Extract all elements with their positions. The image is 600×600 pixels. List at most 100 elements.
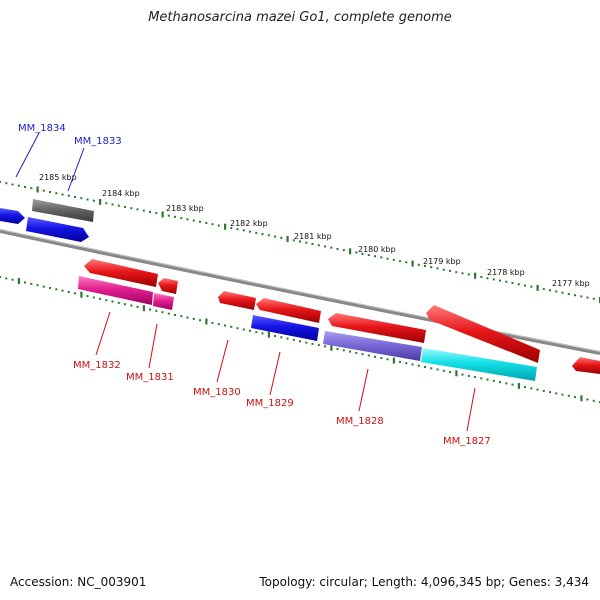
minor-tick	[405, 261, 408, 264]
gene-block[interactable]	[251, 315, 319, 341]
scale-label: 2178 kbp	[487, 268, 525, 277]
major-tick	[411, 260, 414, 267]
minor-tick	[555, 290, 558, 293]
major-tick	[349, 248, 352, 255]
minor-tick	[124, 205, 126, 208]
gene-block[interactable]	[78, 276, 153, 305]
minor-tick	[42, 189, 45, 192]
minor-tick	[186, 218, 189, 221]
gene-arrow-forward[interactable]	[0, 208, 25, 224]
scale-labels: 2185 kbp 2184 kbp 2183 kbp 2182 kbp 2181…	[39, 173, 590, 288]
minor-tick	[292, 239, 295, 242]
minor-tick	[49, 287, 51, 289]
minor-tick	[317, 244, 320, 247]
gene-label-reverse[interactable]: MM_1831	[126, 372, 174, 383]
gene-label-reverse[interactable]: MM_1832	[73, 360, 121, 371]
minor-tick	[436, 368, 439, 371]
minor-tick	[130, 304, 133, 307]
scale-label: 2182 kbp	[230, 219, 268, 228]
minor-tick	[230, 325, 233, 328]
gene-block[interactable]	[323, 331, 422, 361]
gene-block[interactable]	[421, 348, 537, 381]
gene-label-reverse[interactable]: MM_1829	[246, 398, 294, 409]
minor-tick	[286, 337, 289, 340]
minor-tick	[480, 377, 483, 380]
minor-tick	[242, 328, 245, 331]
minor-tick	[49, 191, 51, 193]
minor-tick	[442, 268, 445, 271]
major-tick	[392, 357, 395, 364]
minor-tick	[180, 217, 183, 220]
minor-tick	[261, 233, 264, 236]
minor-tick	[330, 246, 333, 249]
minor-tick	[574, 294, 576, 297]
minor-tick	[580, 295, 583, 298]
minor-tick	[92, 296, 95, 299]
minor-tick	[61, 289, 64, 292]
major-tick	[99, 198, 102, 205]
minor-tick	[561, 393, 564, 396]
minor-tick	[249, 329, 251, 332]
minor-tick	[261, 332, 264, 335]
major-tick	[517, 382, 520, 389]
gene-arrow-reverse[interactable]	[158, 278, 178, 294]
gene-arrow-reverse[interactable]	[572, 357, 600, 374]
minor-tick	[467, 273, 470, 276]
gene-label-forward[interactable]: MM_1834	[18, 123, 66, 134]
forward-gene-labels: MM_1834 MM_1833	[15, 123, 122, 192]
minor-tick	[380, 357, 383, 359]
gene-block[interactable]	[153, 293, 174, 310]
minor-tick	[486, 277, 489, 280]
minor-tick	[567, 394, 570, 397]
minor-tick	[374, 355, 376, 358]
major-tick	[142, 305, 145, 312]
minor-tick	[305, 341, 308, 344]
minor-tick	[499, 381, 501, 384]
gene-arrow-reverse[interactable]	[256, 298, 321, 323]
minor-tick	[355, 351, 358, 354]
major-tick	[536, 284, 539, 291]
minor-tick	[155, 309, 158, 312]
gene-arrow-reverse[interactable]	[84, 259, 158, 287]
minor-tick	[530, 285, 533, 288]
gene-arrow-reverse[interactable]	[328, 313, 426, 343]
gene-arrow-forward[interactable]	[32, 199, 94, 222]
gene-arrow-reverse[interactable]	[426, 305, 540, 363]
minor-tick	[449, 269, 451, 272]
gene-arrow-reverse[interactable]	[218, 291, 256, 310]
minor-tick	[42, 285, 45, 288]
minor-tick	[299, 240, 301, 243]
minor-tick	[367, 254, 370, 256]
gene-label-reverse[interactable]: MM_1830	[193, 387, 241, 398]
major-tick	[474, 272, 477, 279]
minor-tick	[217, 323, 220, 326]
minor-tick	[586, 296, 589, 299]
major-tick	[330, 344, 333, 351]
minor-tick	[186, 316, 189, 319]
minor-tick	[486, 378, 489, 381]
gene-label-forward[interactable]: MM_1833	[74, 136, 122, 147]
reverse-gene-labels: MM_1832 MM_1831 MM_1830 MM_1829 MM_1828 …	[73, 311, 491, 447]
gene-label-reverse[interactable]: MM_1828	[336, 416, 384, 427]
minor-tick	[299, 340, 301, 343]
minor-tick	[536, 388, 539, 391]
major-tick	[17, 278, 20, 285]
minor-tick	[105, 299, 108, 302]
gene-arrow-forward[interactable]	[26, 217, 89, 242]
major-tick	[80, 291, 83, 298]
minor-tick	[117, 204, 120, 207]
scale-label: 2184 kbp	[102, 189, 140, 198]
minor-tick	[61, 193, 64, 196]
minor-tick	[361, 252, 364, 255]
minor-tick	[574, 396, 576, 399]
gene-label-reverse[interactable]: MM_1827	[443, 436, 491, 447]
minor-tick	[561, 291, 564, 294]
minor-tick	[0, 181, 1, 183]
minor-tick	[167, 312, 170, 315]
reverse-genes-lower	[78, 276, 537, 381]
minor-tick	[355, 251, 358, 254]
minor-tick	[280, 236, 283, 239]
minor-tick	[180, 315, 183, 318]
minor-tick	[511, 383, 514, 386]
